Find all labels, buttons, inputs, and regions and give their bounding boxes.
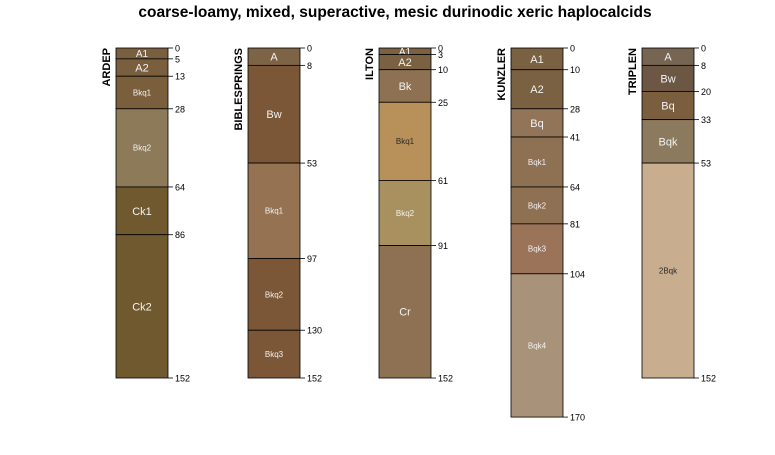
chart-title: coarse-loamy, mixed, superactive, mesic … — [138, 4, 651, 21]
ilton-horizon-label-4: Bkq2 — [396, 209, 415, 218]
kunzler-depth-label-6: 104 — [570, 269, 585, 279]
ilton-horizon-label-0: A1 — [399, 47, 412, 58]
triplen-depth-label-3: 33 — [701, 115, 711, 125]
triplen-horizon-label-1: Bw — [660, 73, 675, 85]
biblesprings-horizon-1 — [247, 64, 301, 164]
triplen-horizon-2 — [641, 91, 695, 121]
ilton-horizon-5 — [378, 245, 432, 379]
biblesprings-depth-label-3: 97 — [307, 254, 317, 264]
kunzler-horizon-1 — [510, 69, 564, 110]
ilton-depth-label-1: 3 — [438, 50, 443, 60]
kunzler-horizon-3 — [510, 136, 564, 188]
triplen-horizon-label-3: Bqk — [659, 136, 678, 148]
ardep-horizon-label-0: A1 — [136, 49, 149, 60]
kunzler-horizon-6 — [510, 273, 564, 418]
biblesprings-horizon-label-4: Bkq3 — [265, 350, 284, 359]
ardep-horizon-label-1: A2 — [135, 62, 148, 74]
biblesprings-horizon-label-3: Bkq2 — [265, 290, 284, 299]
kunzler-horizon-label-5: Bqk3 — [528, 245, 547, 254]
kunzler-depth-label-3: 41 — [570, 133, 580, 143]
kunzler-horizon-label-0: A1 — [530, 54, 543, 66]
triplen-depth-label-1: 8 — [701, 61, 706, 71]
kunzler-depth-label-0: 0 — [570, 44, 575, 54]
ardep-depth-label-6: 152 — [175, 374, 190, 384]
ilton-depth-label-6: 152 — [438, 374, 453, 384]
kunzler-horizon-label-1: A2 — [530, 84, 543, 96]
ilton-horizon-4 — [378, 180, 432, 246]
triplen-depth-label-4: 53 — [701, 159, 711, 169]
biblesprings-profile-label: BIBLESPRINGS — [233, 48, 245, 131]
kunzler-horizon-label-3: Bqk1 — [528, 158, 547, 167]
biblesprings-depth-label-4: 130 — [307, 326, 322, 336]
ilton-depth-label-4: 61 — [438, 176, 448, 186]
kunzler-horizon-label-6: Bqk4 — [528, 341, 547, 350]
kunzler-depth-label-5: 81 — [570, 219, 580, 229]
triplen-depth-label-2: 20 — [701, 87, 711, 97]
ardep-horizon-2 — [115, 75, 169, 110]
ardep-horizon-3 — [115, 108, 169, 188]
triplen-depth-label-5: 152 — [701, 374, 716, 384]
kunzler-depth-label-1: 10 — [570, 65, 580, 75]
ardep-depth-label-4: 64 — [175, 182, 185, 192]
ilton-depth-label-3: 25 — [438, 98, 448, 108]
ardep-depth-label-0: 0 — [175, 44, 180, 54]
ilton-depth-label-5: 91 — [438, 241, 448, 251]
kunzler-depth-label-7: 170 — [570, 413, 585, 423]
ardep-depth-label-1: 5 — [175, 54, 180, 64]
ardep-depth-label-5: 86 — [175, 230, 185, 240]
biblesprings-depth-label-0: 0 — [307, 44, 312, 54]
ardep-horizon-label-3: Bkq2 — [133, 144, 152, 153]
kunzler-profile-label: KUNZLER — [496, 48, 508, 101]
ilton-horizon-3 — [378, 101, 432, 181]
ilton-horizon-label-2: Bk — [399, 81, 412, 93]
triplen-depth-label-0: 0 — [701, 44, 706, 54]
ilton-horizon-label-1: A2 — [398, 57, 411, 69]
ardep-profile-label: ARDEP — [101, 48, 113, 87]
biblesprings-horizon-4 — [247, 329, 301, 379]
triplen-horizon-4 — [641, 162, 695, 379]
kunzler-depth-label-4: 64 — [570, 182, 580, 192]
kunzler-horizon-2 — [510, 108, 564, 138]
ilton-profile-label: ILTON — [364, 48, 376, 80]
kunzler-horizon-label-4: Bqk2 — [528, 201, 547, 210]
ardep-depth-label-3: 28 — [175, 104, 185, 114]
kunzler-horizon-4 — [510, 186, 564, 225]
ardep-horizon-label-5: Ck2 — [132, 301, 152, 313]
ardep-horizon-5 — [115, 234, 169, 379]
biblesprings-horizon-label-2: Bkq1 — [265, 207, 284, 216]
ardep-depth-label-2: 13 — [175, 72, 185, 82]
kunzler-horizon-label-2: Bq — [530, 118, 543, 130]
biblesprings-horizon-label-1: Bw — [266, 109, 281, 121]
triplen-profile-label: TRIPLEN — [627, 48, 639, 95]
triplen-horizon-label-2: Bq — [661, 100, 674, 112]
ardep-horizon-label-2: Bkq1 — [133, 88, 152, 97]
biblesprings-depth-label-1: 8 — [307, 61, 312, 71]
kunzler-depth-label-2: 28 — [570, 104, 580, 114]
ilton-depth-label-2: 10 — [438, 65, 448, 75]
biblesprings-depth-label-5: 152 — [307, 374, 322, 384]
triplen-horizon-label-4: 2Bqk — [659, 266, 678, 275]
biblesprings-horizon-label-0: A — [270, 52, 278, 64]
ardep-horizon-label-4: Ck1 — [132, 206, 152, 218]
triplen-horizon-label-0: A — [664, 52, 672, 64]
biblesprings-horizon-2 — [247, 162, 301, 259]
ilton-horizon-label-5: Cr — [399, 307, 411, 319]
biblesprings-depth-label-2: 53 — [307, 159, 317, 169]
ilton-horizon-label-3: Bkq1 — [396, 137, 415, 146]
ilton-depth-label-0: 0 — [438, 44, 443, 54]
ilton-horizon-2 — [378, 69, 432, 103]
